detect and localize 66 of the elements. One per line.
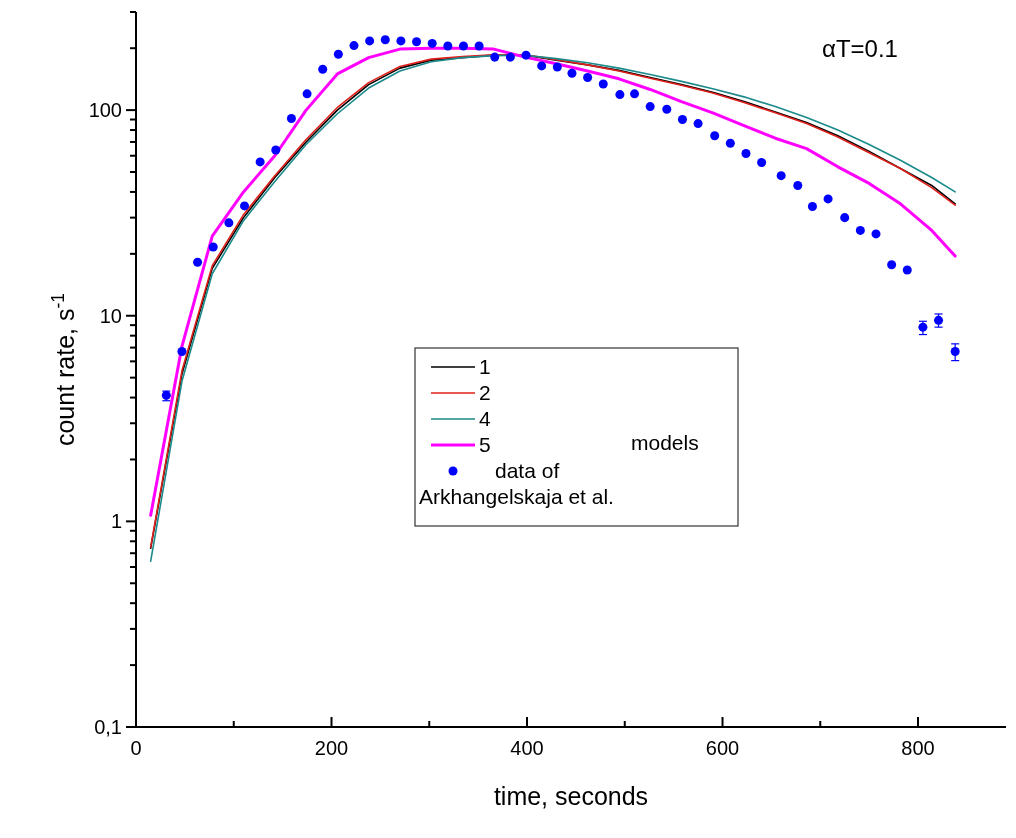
point [567, 68, 577, 78]
point [855, 225, 865, 235]
x-tick-label: 600 [705, 737, 740, 759]
point [302, 89, 312, 99]
point [677, 115, 687, 125]
point [458, 41, 468, 51]
annotation: models [631, 431, 699, 454]
point [950, 347, 960, 357]
point [443, 41, 453, 51]
point [224, 218, 234, 228]
point [490, 52, 500, 62]
y-tick-label: 1 [110, 510, 122, 533]
x-tick-label: 400 [510, 737, 544, 759]
point [318, 64, 328, 74]
point [537, 61, 547, 71]
point [583, 73, 593, 83]
x-axis-title: time, seconds [493, 782, 649, 810]
point [333, 49, 343, 59]
y-tick-label: 100 [88, 99, 122, 122]
point [725, 138, 735, 148]
point [521, 50, 531, 60]
point [255, 157, 265, 167]
point [365, 36, 375, 46]
point [918, 322, 928, 332]
point [693, 119, 703, 129]
point [396, 36, 406, 46]
point [710, 131, 720, 141]
legend-label: 5 [479, 433, 491, 456]
point [286, 114, 296, 124]
point [630, 89, 640, 99]
y-tick-label: 10 [99, 304, 122, 327]
point [208, 242, 218, 252]
point [615, 90, 625, 100]
point [505, 52, 515, 62]
point [380, 35, 390, 45]
legend-label: data of Arkhangelskaja et al. [419, 459, 614, 508]
point [662, 104, 672, 114]
annotation: αT=0.1 [822, 35, 898, 62]
x-tick-label: 0 [130, 737, 142, 759]
point [887, 260, 897, 270]
point [902, 265, 912, 275]
point [823, 194, 833, 204]
point [239, 201, 250, 211]
point [427, 38, 437, 48]
legend-label: 4 [479, 407, 491, 430]
point [757, 158, 767, 168]
x-tick-label: 200 [314, 737, 349, 759]
point [349, 41, 359, 51]
point [871, 229, 881, 239]
x-tick-label: 800 [901, 737, 935, 759]
point [645, 102, 655, 112]
point [807, 201, 817, 211]
point [177, 347, 187, 357]
point [598, 79, 608, 89]
point [840, 213, 850, 223]
point [793, 180, 803, 190]
y-tick-label: 0,1 [94, 716, 122, 738]
point [271, 145, 281, 155]
legend-label: 1 [479, 355, 491, 378]
point [552, 62, 562, 72]
point [776, 171, 786, 181]
point [741, 149, 751, 159]
point [193, 257, 203, 267]
point [474, 41, 484, 51]
legend-label: 2 [479, 381, 491, 404]
point [412, 37, 422, 47]
